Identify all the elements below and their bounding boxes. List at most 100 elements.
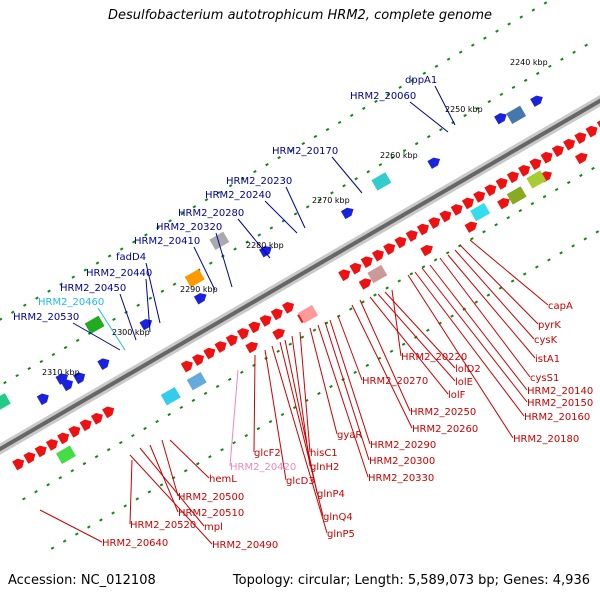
leader-line	[161, 439, 179, 497]
tick-dot	[495, 29, 499, 33]
tick-dot	[305, 205, 310, 209]
tick-dot	[312, 328, 317, 332]
leader-line	[407, 274, 514, 439]
tick-dot	[389, 349, 394, 353]
gene-label: HRM2_20420	[230, 462, 296, 473]
gene-arrow	[180, 360, 193, 373]
tick-dot	[50, 546, 55, 550]
tick-dot	[446, 57, 451, 61]
leader-line	[97, 307, 126, 351]
tick-dot	[317, 391, 321, 396]
gene-arrow	[338, 269, 351, 282]
leader-line	[284, 339, 318, 494]
gene-arrow	[383, 243, 396, 255]
leader-line	[359, 299, 411, 412]
feature-box	[186, 371, 207, 391]
tick-dot	[354, 177, 358, 181]
scale-tick-label: 2250 kbp	[445, 105, 483, 114]
tick-dot	[483, 36, 487, 40]
tick-dot	[47, 289, 51, 293]
gene-arrow	[45, 439, 58, 451]
leader-line	[434, 85, 456, 126]
tick-dot	[180, 212, 185, 216]
gene-label: hisC1	[310, 448, 338, 459]
tick-dot	[385, 286, 389, 290]
tick-dot	[362, 106, 366, 111]
tick-dot	[349, 113, 354, 118]
leader-line	[409, 101, 449, 133]
gene-labels-top: dppA1 HRM2_20060 HRM2_20170 HRM2_20230 HRM2_…	[13, 75, 437, 323]
gene-arrow	[192, 354, 205, 366]
leader-line	[377, 293, 456, 382]
scale-tick-label: 2300 kbp	[112, 328, 150, 337]
tick-dot	[474, 300, 479, 304]
gene-label: HRM2_20520	[130, 520, 196, 531]
tick-dot	[378, 163, 383, 167]
leader-line	[309, 327, 338, 435]
tick-dot	[276, 349, 280, 353]
tick-dot	[535, 265, 539, 269]
gene-arrow	[563, 138, 576, 151]
tick-dot	[71, 275, 76, 279]
tick-dot	[402, 149, 407, 153]
tick-dot	[257, 233, 262, 237]
tick-dot	[62, 539, 67, 543]
leader-line	[447, 254, 536, 359]
tick-dot	[325, 127, 330, 132]
gene-label: gyaR	[337, 430, 362, 441]
leader-line	[324, 321, 370, 461]
gene-label: glnH2	[310, 462, 339, 473]
tick-dot	[579, 173, 583, 178]
feature-box	[506, 105, 527, 124]
gene-label: HRM2_20460	[38, 297, 104, 308]
leader-line	[139, 447, 205, 527]
tick-dot	[365, 363, 370, 367]
tick-dot	[191, 398, 196, 403]
genome-backbone	[0, 95, 600, 455]
tick-dot	[59, 282, 63, 286]
gene-label: istA1	[535, 354, 560, 365]
gene-arrow	[360, 256, 373, 269]
tick-dot	[148, 296, 153, 300]
tick-dot	[522, 272, 527, 276]
tick-dot	[245, 240, 249, 244]
tick-dot	[123, 504, 127, 508]
leader-line	[299, 331, 311, 453]
leader-line	[169, 439, 210, 479]
gene-label: HRM2_20260	[412, 424, 478, 435]
gene-label: HRM2_20450	[60, 283, 126, 294]
scale-tick-label: 2240 kbp	[510, 58, 548, 67]
tick-dot	[87, 525, 91, 529]
gene-arrow	[439, 210, 452, 223]
tick-dot	[203, 391, 208, 396]
tick-dot	[118, 440, 123, 445]
gene-arrow	[529, 158, 542, 171]
gene-label: lolD2	[455, 364, 481, 375]
tick-dot	[15, 373, 19, 378]
tick-dot	[434, 64, 439, 68]
gene-label: HRM2_20220	[401, 352, 467, 363]
leader-line	[329, 319, 371, 445]
tick-dot	[361, 300, 365, 304]
tick-dots	[0, 1, 600, 550]
gene-arrow	[12, 458, 25, 471]
tick-dot	[547, 258, 551, 262]
tick-dot	[143, 426, 147, 431]
tick-dot	[342, 184, 346, 188]
leader-line	[145, 278, 151, 333]
tick-dot	[46, 483, 50, 487]
gene-arrow	[97, 358, 110, 371]
gene-arrow	[484, 184, 497, 197]
tick-dot	[119, 247, 124, 251]
leader-line	[439, 257, 531, 378]
gene-label: glcD3	[286, 476, 315, 487]
tick-dot	[155, 419, 159, 424]
feature-box	[526, 170, 547, 189]
tick-dot	[433, 258, 438, 262]
gene-arrow	[427, 157, 441, 169]
gene-label: fadD4	[116, 252, 146, 263]
tick-dot	[23, 303, 27, 307]
leader-line	[129, 454, 213, 545]
tick-dot	[401, 342, 406, 346]
tick-dot	[507, 22, 511, 26]
